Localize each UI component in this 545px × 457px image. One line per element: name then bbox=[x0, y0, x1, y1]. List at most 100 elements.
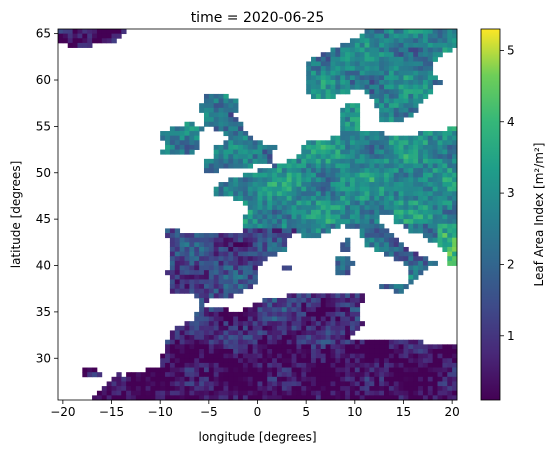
lai-cell bbox=[374, 158, 380, 164]
lai-cell bbox=[325, 195, 331, 201]
lai-cell bbox=[101, 29, 108, 35]
lai-cell bbox=[408, 339, 414, 345]
lai-cell bbox=[335, 395, 341, 401]
lai-cell bbox=[388, 242, 395, 248]
lai-cell bbox=[418, 205, 424, 211]
lai-cell bbox=[427, 344, 434, 350]
lai-cell bbox=[364, 154, 370, 160]
lai-cell bbox=[345, 186, 351, 192]
lai-cell bbox=[203, 256, 210, 262]
lai-cell bbox=[403, 186, 409, 192]
lai-cell bbox=[359, 344, 365, 350]
lai-cell bbox=[320, 149, 327, 155]
lai-cell bbox=[340, 348, 346, 355]
colorbar-tick-label: 4 bbox=[507, 115, 515, 129]
lai-cell bbox=[437, 358, 443, 364]
lai-cell bbox=[301, 362, 307, 368]
lai-cell bbox=[349, 325, 356, 331]
lai-cell bbox=[330, 66, 336, 72]
lai-cell bbox=[408, 112, 414, 118]
lai-cell bbox=[301, 209, 307, 215]
lai-cell bbox=[330, 353, 336, 359]
lai-cell bbox=[393, 237, 400, 243]
lai-cell bbox=[359, 38, 365, 44]
lai-cell bbox=[306, 307, 312, 313]
lai-cell bbox=[335, 330, 341, 336]
lai-cell bbox=[320, 321, 327, 327]
lai-cell bbox=[106, 381, 112, 387]
lai-cell bbox=[272, 223, 278, 229]
lai-cell bbox=[228, 251, 234, 257]
lai-cell bbox=[345, 367, 351, 373]
lai-cell bbox=[388, 182, 395, 188]
lai-cell bbox=[272, 372, 278, 378]
lai-cell bbox=[384, 29, 390, 35]
lai-cell bbox=[432, 75, 438, 81]
lai-cell bbox=[374, 186, 380, 192]
lai-cell bbox=[418, 61, 424, 67]
lai-cell bbox=[199, 376, 205, 382]
lai-cell bbox=[354, 47, 361, 53]
lai-cell bbox=[345, 131, 351, 137]
lai-cell bbox=[208, 293, 215, 299]
lai-cell bbox=[296, 372, 302, 378]
lai-cell bbox=[408, 84, 414, 90]
lai-cell bbox=[398, 339, 404, 345]
lai-cell bbox=[413, 103, 419, 109]
lai-cell bbox=[432, 372, 438, 378]
lai-cell bbox=[213, 293, 219, 299]
lai-cell bbox=[354, 205, 361, 211]
lai-cell bbox=[369, 186, 375, 192]
lai-cell bbox=[408, 395, 414, 401]
lai-cell bbox=[349, 219, 356, 225]
lai-cell bbox=[67, 33, 73, 39]
lai-cell bbox=[174, 330, 181, 336]
lai-cell bbox=[223, 330, 229, 336]
lai-cell bbox=[72, 38, 78, 44]
lai-cell bbox=[262, 311, 268, 317]
lai-cell bbox=[418, 56, 424, 62]
lai-cell bbox=[315, 75, 322, 81]
lai-cell bbox=[418, 182, 424, 188]
lai-cell bbox=[233, 117, 239, 123]
lai-cell bbox=[422, 214, 429, 220]
lai-cell bbox=[403, 52, 409, 58]
lai-cell bbox=[233, 316, 239, 322]
lai-cell bbox=[408, 195, 414, 201]
lai-cell bbox=[354, 186, 361, 192]
lai-cell bbox=[325, 84, 331, 90]
lai-cell bbox=[340, 265, 346, 271]
lai-cell bbox=[189, 362, 195, 368]
lai-cell bbox=[379, 376, 385, 382]
lai-cell bbox=[447, 126, 453, 132]
lai-cell bbox=[427, 61, 434, 67]
lai-cell bbox=[276, 372, 283, 378]
lai-cell bbox=[184, 372, 190, 378]
lai-cell bbox=[384, 98, 390, 104]
lai-cell bbox=[247, 251, 254, 257]
lai-cell bbox=[203, 233, 210, 239]
lai-cell bbox=[242, 321, 249, 327]
lai-cell bbox=[218, 270, 224, 276]
lai-cell bbox=[345, 163, 351, 169]
lai-cell bbox=[218, 325, 224, 331]
lai-cell bbox=[452, 144, 458, 150]
lai-cell bbox=[437, 353, 443, 359]
lai-cell bbox=[179, 335, 185, 341]
lai-cell bbox=[218, 182, 224, 188]
lai-cell bbox=[238, 316, 244, 322]
lai-cell bbox=[393, 29, 400, 35]
lai-cell bbox=[116, 376, 122, 382]
lai-cell bbox=[354, 223, 361, 229]
lai-cell bbox=[203, 112, 210, 118]
lai-cell bbox=[194, 242, 200, 248]
lai-cell bbox=[418, 144, 424, 150]
lai-cell bbox=[330, 149, 336, 155]
lai-cell bbox=[384, 200, 390, 206]
lai-cell bbox=[388, 362, 395, 368]
lai-cell bbox=[354, 84, 361, 90]
lai-cell bbox=[140, 381, 146, 387]
lai-cell bbox=[359, 168, 365, 174]
lai-cell bbox=[422, 29, 429, 35]
